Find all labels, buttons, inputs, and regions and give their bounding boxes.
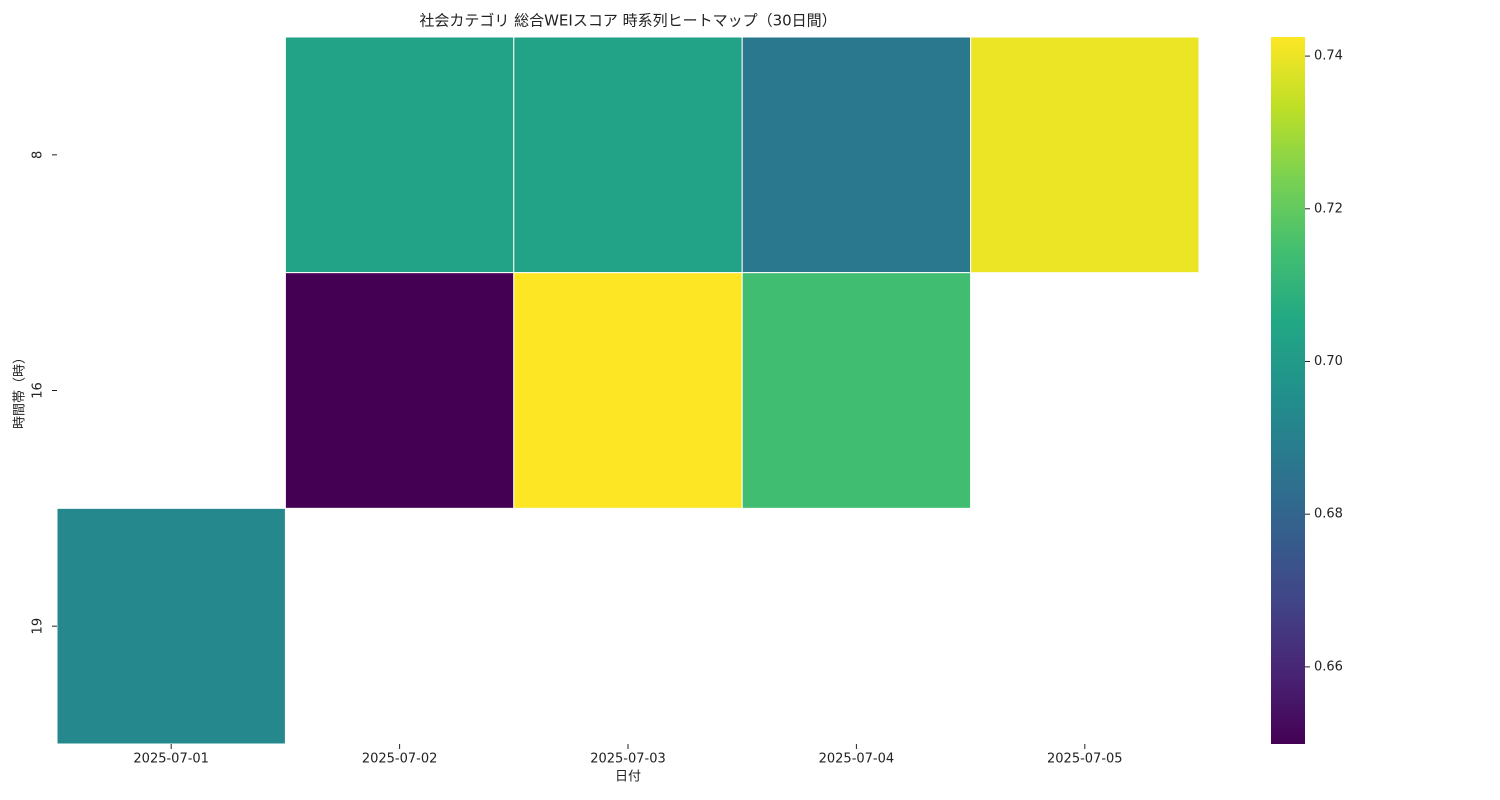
heatmap-cell xyxy=(741,272,972,509)
y-axis-label: 時間帯（時） xyxy=(13,351,28,429)
colorbar xyxy=(1271,37,1305,744)
colorbar-tick-label: 0.70 xyxy=(1314,354,1343,369)
heatmap-cell xyxy=(56,507,286,745)
y-tick-label: 19 xyxy=(31,618,46,635)
x-tick-label: 2025-07-02 xyxy=(362,752,438,767)
colorbar-tick-label: 0.72 xyxy=(1314,201,1343,216)
colorbar-tick-label: 0.66 xyxy=(1314,659,1343,674)
colorbar-tick-label: 0.68 xyxy=(1314,507,1343,522)
heatmap-cell xyxy=(284,36,515,274)
x-tick-label: 2025-07-03 xyxy=(590,752,666,767)
x-axis-label: 日付 xyxy=(615,770,641,785)
heatmap-cell xyxy=(284,272,515,509)
heatmap-cell xyxy=(970,36,1200,274)
y-tick-label: 16 xyxy=(31,382,46,399)
x-tick-label: 2025-07-04 xyxy=(819,752,895,767)
colorbar-tick-label: 0.74 xyxy=(1314,49,1343,64)
heatmap-cell xyxy=(741,36,972,274)
heatmap-cell xyxy=(513,36,743,274)
chart-title: 社会カテゴリ 総合WEIスコア 時系列ヒートマップ（30日間） xyxy=(419,12,836,30)
y-tick-label: 8 xyxy=(31,151,46,159)
heatmap-cell xyxy=(513,272,743,509)
x-tick-label: 2025-07-05 xyxy=(1047,752,1123,767)
x-tick-label: 2025-07-01 xyxy=(133,752,209,767)
